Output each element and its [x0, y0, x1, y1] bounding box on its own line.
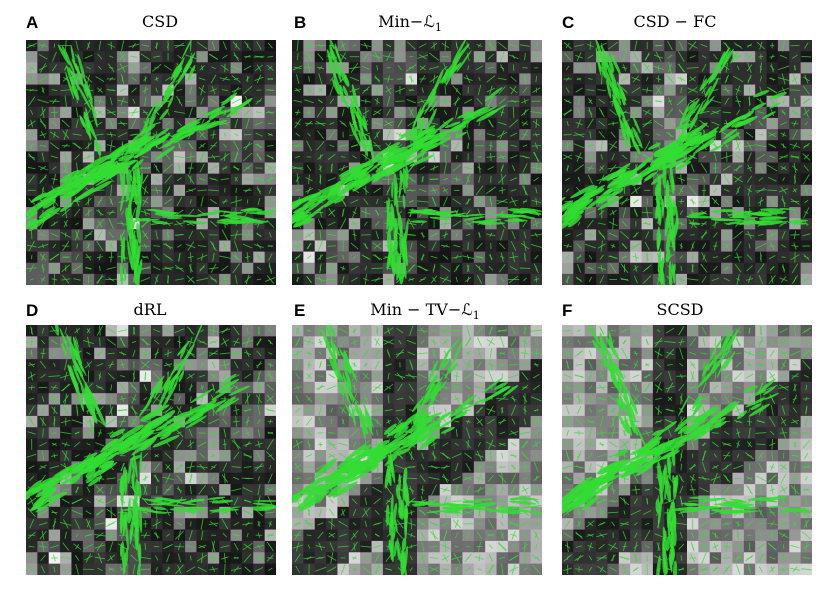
panel-title: Min − TV−ℒ1 [370, 300, 480, 323]
panel-letter: C [562, 13, 575, 32]
panel-letter: D [26, 301, 39, 320]
panel-title: CSD [141, 12, 179, 31]
panel-title: CSD − FC [633, 12, 717, 31]
fodf-glyph-image [562, 325, 812, 575]
panel-letter: A [26, 13, 39, 32]
fodf-glyph-image [292, 325, 542, 575]
fodf-glyph-image [26, 40, 276, 285]
panel-letter: E [294, 301, 306, 320]
panel-letter: F [562, 301, 573, 320]
fodf-glyph-image [26, 325, 276, 575]
panel-title: SCSD [656, 300, 704, 319]
panel-title: Min−ℒ1 [378, 12, 442, 35]
panel-title: dRL [133, 300, 167, 319]
panel-letter: B [294, 13, 307, 32]
fodf-glyph-image [562, 40, 812, 285]
fodf-glyph-image [292, 40, 542, 285]
